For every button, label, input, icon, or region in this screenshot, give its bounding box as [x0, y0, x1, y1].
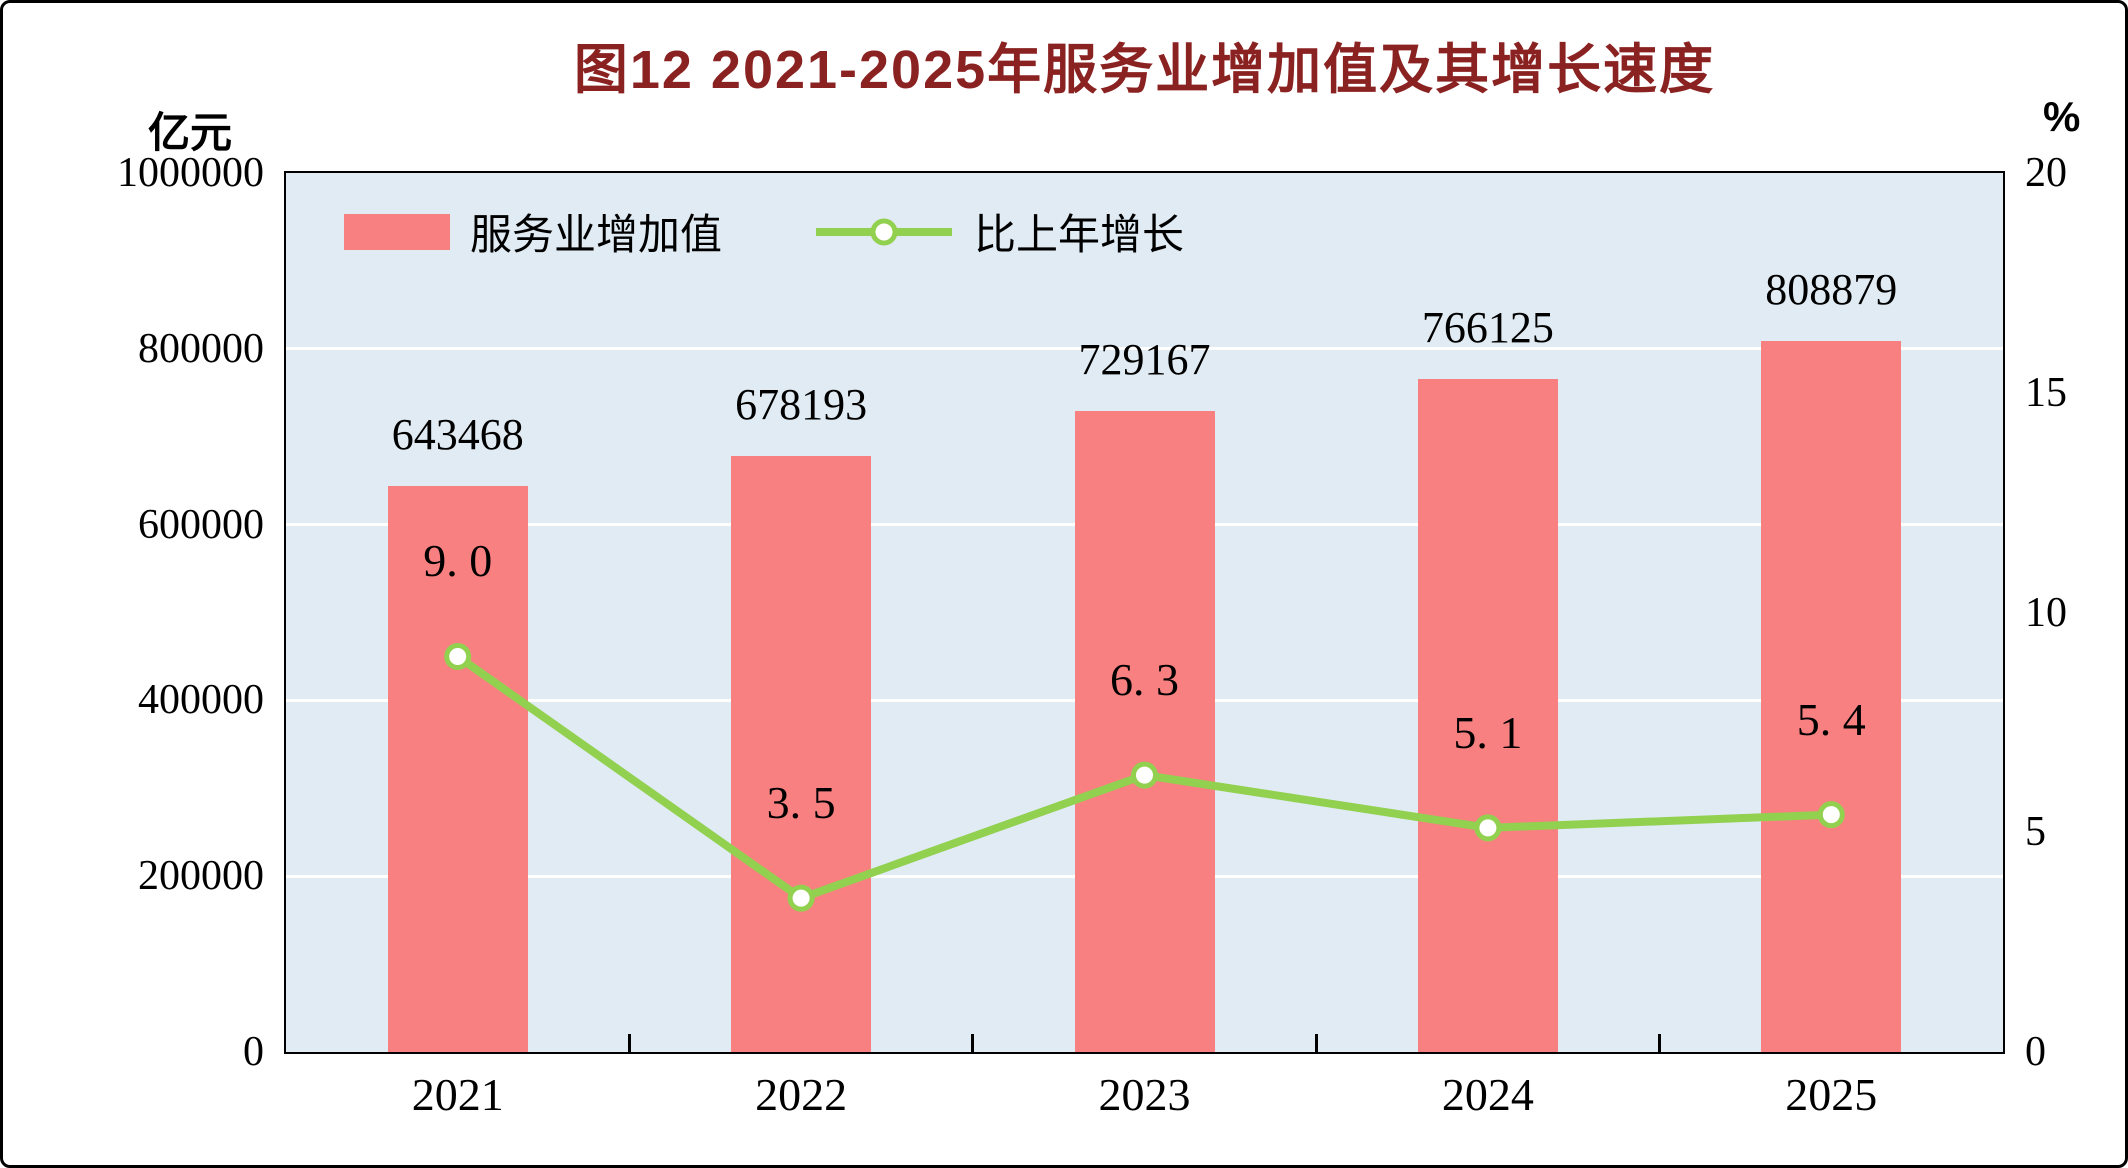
x-axis-tick-mark — [1314, 1034, 1318, 1052]
right-axis-tick-label: 20 — [2025, 150, 2067, 196]
bar-value-label: 808879 — [1765, 265, 1898, 314]
x-axis-tick-label: 2025 — [1785, 1069, 1878, 1120]
x-axis-tick-mark — [971, 1034, 975, 1052]
bar-value-label: 729167 — [1078, 335, 1211, 385]
growth-value-label: 6. 3 — [1110, 654, 1179, 706]
left-axis-unit: 亿元 — [148, 109, 233, 156]
x-axis-tick-mark — [627, 1034, 631, 1052]
bar-value-label: 643468 — [391, 410, 524, 460]
legend-bar-label: 服务业增加值 — [470, 211, 723, 258]
line-marker-2021 — [444, 642, 472, 670]
right-axis-unit: % — [2043, 93, 2081, 140]
left-axis-tick-label: 800000 — [138, 325, 264, 372]
right-axis-tick-label: 5 — [2025, 809, 2046, 856]
legend-line-label: 比上年增长 — [974, 211, 1185, 258]
bar-value-label: 678193 — [735, 379, 868, 429]
legend: 服务业增加值 比上年增长 — [344, 201, 1184, 262]
bar-2023 — [1074, 411, 1215, 1052]
bar-2025 — [1761, 341, 1902, 1052]
right-axis-tick-label: 15 — [2025, 369, 2067, 416]
line-marker-2022 — [787, 884, 815, 912]
bar-2021 — [387, 486, 528, 1052]
chart-title: 图12 2021-2025年服务业增加值及其增长速度 — [573, 40, 1716, 100]
left-axis-tick-label: 200000 — [138, 853, 264, 900]
bar-value-label: 766125 — [1421, 302, 1554, 352]
growth-value-label: 5. 4 — [1796, 693, 1866, 745]
growth-line — [444, 642, 1845, 912]
line-marker-2024 — [1474, 814, 1502, 842]
x-axis-tick-label: 2021 — [411, 1069, 504, 1120]
plot-area: 服务业增加值 比上年增长 0 200000 400000 600000 800000 10… — [117, 150, 2067, 1120]
x-axis-tick-label: 2023 — [1098, 1069, 1191, 1120]
legend-line-marker-icon — [816, 218, 953, 245]
growth-value-label: 3. 5 — [766, 777, 836, 829]
line-marker-2025 — [1817, 801, 1845, 829]
left-axis-tick-label: 400000 — [138, 677, 264, 724]
gridline — [286, 347, 2003, 351]
left-axis-tick-label: 1000000 — [117, 150, 264, 196]
left-axis-tick-label: 0 — [243, 1029, 264, 1075]
x-axis-tick-label: 2022 — [755, 1069, 848, 1120]
growth-value-label: 5. 1 — [1453, 706, 1523, 758]
legend-bar-swatch — [344, 213, 450, 250]
x-axis-tick-label: 2024 — [1441, 1069, 1534, 1120]
bar-2022 — [731, 455, 872, 1052]
right-axis-tick-label: 10 — [2025, 589, 2067, 636]
bar-2024 — [1417, 378, 1558, 1052]
growth-value-label: 9. 0 — [423, 535, 493, 587]
line-marker-2023 — [1131, 761, 1158, 789]
x-axis-tick-mark — [1658, 1034, 1662, 1052]
left-axis-tick-label: 600000 — [138, 501, 264, 548]
right-axis-tick-label: 0 — [2025, 1029, 2046, 1075]
